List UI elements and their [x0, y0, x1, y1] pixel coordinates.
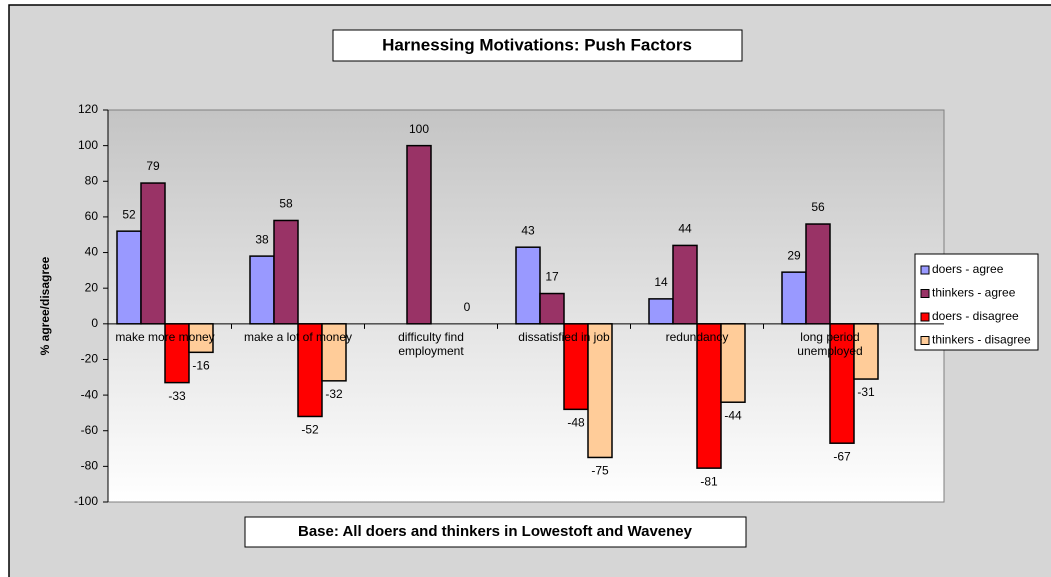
legend-swatch	[920, 312, 930, 322]
subtitle: Base: All doers and thinkers in Lowestof…	[298, 523, 693, 540]
bar	[648, 298, 674, 325]
bar	[539, 292, 565, 325]
bar	[829, 323, 855, 444]
bar	[297, 323, 323, 418]
chart-title: Harnessing Motivations: Push Factors	[382, 35, 692, 54]
bar	[273, 219, 299, 325]
bar	[188, 323, 214, 354]
value-label: -31	[857, 385, 875, 399]
y-tick-label: 120	[78, 102, 98, 116]
value-label: -67	[833, 449, 851, 463]
value-label: 29	[787, 248, 801, 262]
x-tick-label: redundancy	[665, 329, 729, 344]
value-label: 43	[521, 223, 535, 237]
bar	[321, 323, 347, 382]
y-tick-label: 0	[91, 316, 98, 330]
subtitle-box	[244, 516, 747, 548]
legend-label: thinkers - disagree	[932, 333, 1031, 347]
value-label: -32	[325, 387, 343, 401]
y-tick-label: 80	[85, 173, 99, 187]
y-tick-label: -20	[81, 352, 99, 366]
y-tick-label: 40	[85, 245, 99, 259]
bar	[249, 255, 275, 325]
x-tick-label: dissatisfied in job	[518, 329, 610, 344]
bar	[116, 230, 142, 325]
bar	[805, 223, 831, 325]
value-label: -44	[724, 408, 742, 422]
value-label: 100	[409, 122, 429, 136]
legend-label: thinkers - agree	[932, 286, 1016, 300]
value-label: 58	[279, 197, 293, 211]
value-label: 14	[654, 275, 668, 289]
value-label: 38	[255, 232, 269, 246]
bar	[587, 323, 613, 459]
y-tick-label: 60	[85, 209, 99, 223]
value-label: -75	[591, 464, 609, 478]
title-box	[332, 29, 743, 62]
value-label: -81	[700, 474, 718, 488]
value-label: 52	[122, 207, 136, 221]
bar	[140, 182, 166, 325]
legend-swatch	[920, 265, 930, 275]
legend-swatch	[920, 289, 930, 298]
bar	[164, 323, 190, 384]
legend-label: doers - disagree	[932, 309, 1019, 323]
value-label: -33	[168, 389, 186, 403]
x-tick-label: make more money	[115, 329, 215, 344]
value-label: 79	[146, 159, 160, 173]
value-label: -16	[192, 358, 210, 372]
value-label: 56	[811, 200, 825, 214]
x-tick-label: make a lot of money	[243, 329, 353, 344]
y-tick-label: 100	[78, 138, 98, 152]
bar	[672, 244, 698, 325]
bar	[853, 323, 879, 380]
bar	[696, 323, 722, 469]
value-label: -48	[567, 416, 585, 430]
y-tick-label: -60	[81, 423, 99, 437]
bar	[720, 323, 746, 403]
bar	[515, 246, 541, 325]
value-label: 17	[545, 270, 559, 284]
legend-swatch	[920, 336, 930, 345]
value-label: 0	[464, 300, 471, 314]
bar	[406, 144, 432, 325]
value-label: -52	[301, 423, 319, 437]
legend	[914, 253, 1039, 351]
bar	[563, 323, 589, 411]
y-tick-label: 20	[85, 280, 99, 294]
x-tick-label: difficulty find employment	[398, 329, 464, 358]
y-tick-label: -40	[81, 387, 99, 401]
bar	[781, 271, 807, 325]
y-axis-label: % agree/disagree	[38, 256, 52, 355]
y-tick-label: -80	[81, 459, 99, 473]
legend-label: doers - agree	[932, 262, 1004, 276]
y-tick-label: -100	[74, 494, 98, 508]
x-tick-label: long period unemployed	[797, 329, 863, 358]
value-label: 44	[678, 222, 692, 236]
